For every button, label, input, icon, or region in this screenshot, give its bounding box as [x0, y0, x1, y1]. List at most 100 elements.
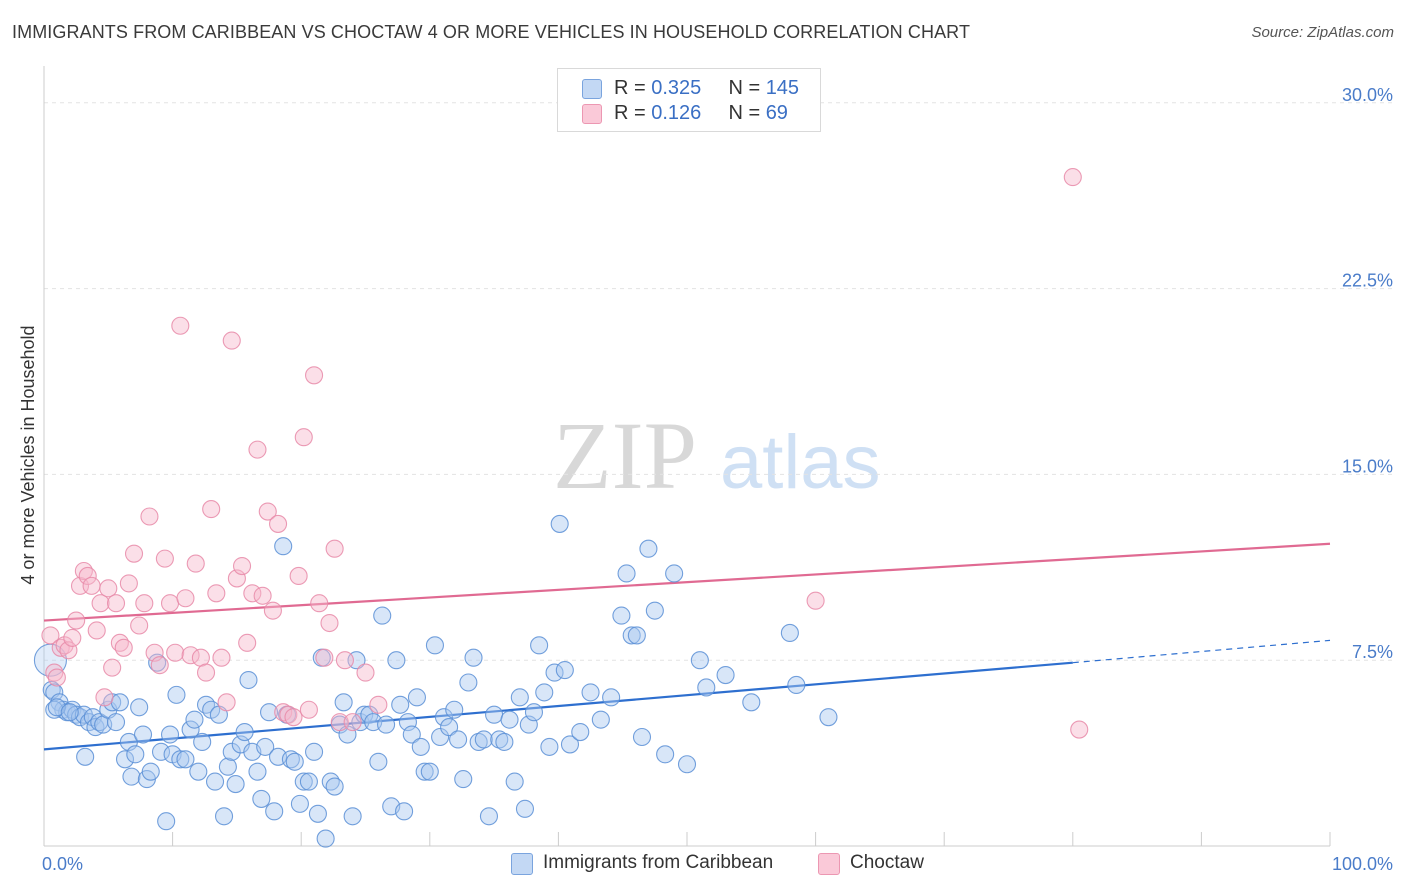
point-choctaw: [124, 544, 144, 563]
point-choctaw: [1063, 168, 1082, 187]
chart-title: IMMIGRANTS FROM CARIBBEAN VS CHOCTAW 4 O…: [12, 22, 971, 42]
legend-n-value: 145: [765, 77, 800, 99]
y-tick-label: 15.0%: [1342, 456, 1393, 476]
point-caribbean: [196, 695, 216, 714]
point-caribbean: [60, 703, 79, 722]
point-choctaw: [41, 626, 60, 645]
point-caribbean: [167, 685, 186, 704]
point-choctaw: [135, 594, 154, 613]
point-choctaw: [248, 440, 267, 459]
point-caribbean: [440, 718, 459, 737]
point-caribbean: [787, 675, 806, 695]
point-caribbean: [560, 735, 580, 754]
point-caribbean: [479, 807, 499, 826]
data-points: [33, 168, 1089, 848]
point-caribbean: [581, 683, 600, 702]
point-caribbean: [431, 727, 450, 747]
point-choctaw: [45, 663, 64, 682]
point-choctaw: [160, 594, 180, 613]
point-caribbean: [571, 722, 590, 742]
point-choctaw: [315, 648, 334, 667]
point-caribbean: [130, 698, 149, 717]
point-caribbean: [189, 762, 208, 781]
point-choctaw: [186, 554, 205, 573]
point-choctaw: [106, 594, 126, 613]
legend-n-label: N =: [728, 77, 766, 99]
point-caribbean: [420, 762, 439, 781]
point-caribbean: [602, 688, 621, 707]
point-choctaw: [202, 500, 221, 519]
point-caribbean: [627, 626, 646, 645]
correlation-legend: R = 0.325 N = 145 R = 0.126 N = 69: [557, 68, 821, 132]
point-choctaw: [82, 576, 101, 595]
point-caribbean: [387, 651, 406, 670]
trend-lines: [43, 542, 1331, 751]
point-caribbean: [299, 772, 318, 791]
point-caribbean: [391, 695, 410, 714]
point-caribbean: [115, 750, 135, 769]
point-caribbean: [505, 772, 524, 791]
point-choctaw: [99, 579, 118, 598]
point-choctaw: [294, 428, 313, 447]
point-caribbean: [515, 799, 535, 818]
y-tick-label: 30.0%: [1342, 85, 1393, 105]
point-caribbean: [122, 767, 141, 786]
point-caribbean: [205, 772, 225, 791]
point-caribbean: [656, 745, 675, 764]
point-choctaw: [103, 658, 122, 677]
point-caribbean: [819, 708, 838, 727]
point-caribbean: [285, 752, 304, 771]
point-caribbean: [632, 727, 652, 747]
point-caribbean: [415, 762, 434, 781]
point-caribbean: [373, 606, 392, 625]
y-tick-label: 7.5%: [1352, 642, 1393, 662]
point-caribbean: [395, 802, 414, 821]
point-choctaw: [171, 316, 190, 335]
point-choctaw: [114, 638, 133, 657]
point-caribbean: [126, 745, 145, 764]
series-label-caribbean: Immigrants from Caribbean: [543, 852, 774, 873]
point-caribbean: [239, 670, 258, 690]
point-caribbean: [697, 678, 716, 697]
point-choctaw: [95, 688, 114, 707]
point-choctaw: [222, 331, 241, 350]
legend-swatch-choctaw: [582, 104, 602, 124]
point-caribbean: [459, 673, 478, 692]
point-choctaw: [289, 566, 308, 586]
point-caribbean: [259, 703, 279, 722]
point-caribbean: [151, 742, 171, 761]
x-tick-label-max: 100.0%: [1332, 854, 1393, 874]
y-axis-title: 4 or more Vehicles in Household: [18, 325, 38, 584]
axes: [43, 66, 1331, 847]
point-caribbean: [294, 772, 313, 791]
point-caribbean: [555, 661, 574, 680]
point-choctaw: [310, 594, 329, 613]
point-choctaw: [343, 713, 362, 732]
point-caribbean: [343, 807, 362, 826]
point-choctaw: [91, 594, 110, 613]
point-caribbean: [45, 700, 64, 719]
point-choctaw: [119, 574, 138, 593]
point-caribbean: [677, 755, 697, 774]
point-caribbean: [490, 730, 509, 749]
point-choctaw: [140, 507, 159, 526]
point-choctaw: [130, 616, 149, 635]
legend-r-label: R =: [614, 77, 652, 99]
point-caribbean: [274, 537, 293, 556]
point-choctaw: [299, 700, 318, 719]
point-choctaw: [253, 586, 272, 605]
point-caribbean: [716, 666, 735, 685]
point-choctaw: [330, 713, 349, 732]
point-caribbean: [369, 752, 388, 771]
point-caribbean: [214, 807, 234, 826]
watermark: ZIP atlas: [553, 402, 881, 509]
point-caribbean: [402, 725, 421, 744]
point-caribbean: [185, 710, 204, 729]
point-caribbean: [110, 693, 129, 712]
point-choctaw: [305, 366, 324, 385]
point-caribbean: [495, 732, 514, 751]
point-choctaw: [325, 539, 344, 558]
point-caribbean: [160, 725, 180, 744]
point-caribbean: [226, 775, 245, 794]
point-caribbean: [181, 720, 200, 739]
